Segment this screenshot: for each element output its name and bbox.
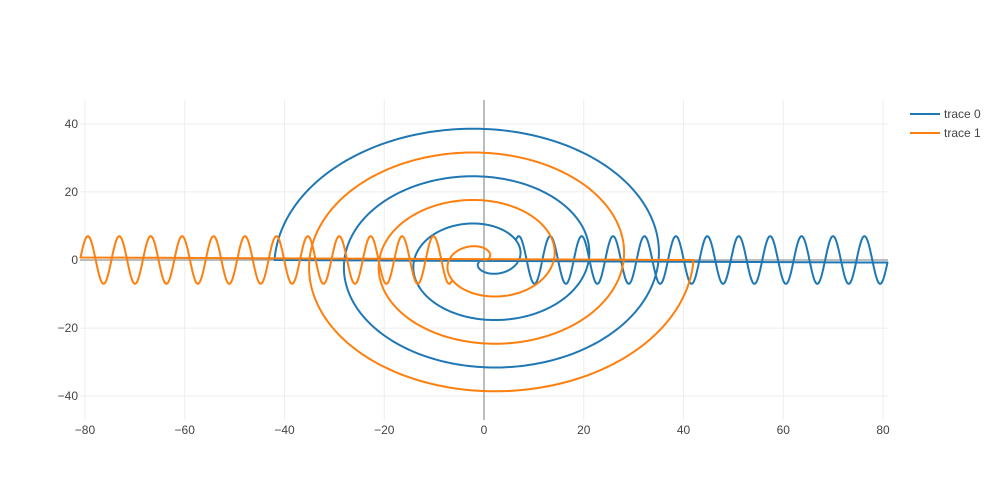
x-tick-label: 40 bbox=[677, 423, 691, 437]
traces[interactable] bbox=[79, 127, 889, 393]
y-tick-label: 20 bbox=[65, 185, 79, 199]
legend-label: trace 0 bbox=[944, 107, 981, 121]
x-tick-label: 80 bbox=[876, 423, 890, 437]
legend[interactable]: trace 0 trace 1 bbox=[910, 107, 981, 140]
y-tick-label: −20 bbox=[58, 321, 79, 335]
x-tick-label: 20 bbox=[577, 423, 591, 437]
series-line-trace-0[interactable] bbox=[273, 127, 889, 369]
y-tick-label: 0 bbox=[71, 253, 78, 267]
x-axis-ticks: −80 −60 −40 −20 0 20 40 60 80 bbox=[75, 423, 890, 437]
legend-label: trace 1 bbox=[944, 126, 981, 140]
x-tick-label: 60 bbox=[777, 423, 791, 437]
y-tick-label: 40 bbox=[65, 117, 79, 131]
y-axis-ticks: −40 −20 0 20 40 bbox=[58, 117, 79, 403]
series-line-trace-1[interactable] bbox=[79, 151, 695, 393]
x-tick-label: −40 bbox=[274, 423, 295, 437]
x-tick-label: −80 bbox=[75, 423, 96, 437]
x-tick-label: 0 bbox=[481, 423, 488, 437]
legend-item-trace-1[interactable]: trace 1 bbox=[910, 126, 981, 140]
x-tick-label: −60 bbox=[175, 423, 196, 437]
x-tick-label: −20 bbox=[374, 423, 395, 437]
legend-item-trace-0[interactable]: trace 0 bbox=[910, 107, 981, 121]
y-tick-label: −40 bbox=[58, 389, 79, 403]
